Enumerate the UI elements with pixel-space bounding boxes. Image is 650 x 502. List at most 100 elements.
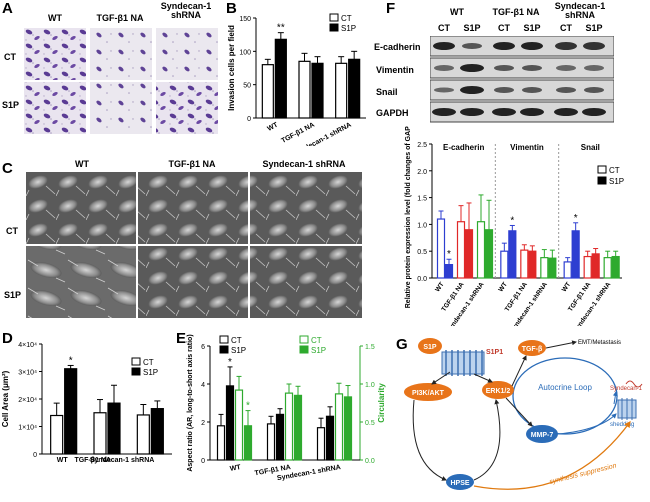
bar xyxy=(107,402,121,455)
legend-label: CT xyxy=(341,14,352,23)
bar xyxy=(274,38,287,119)
arrow-erk-mmp7 xyxy=(505,397,533,427)
blot-ecadherin xyxy=(430,36,614,57)
node-hpse xyxy=(446,474,474,490)
x-tick-label: WT xyxy=(266,121,280,133)
arrow-erk-tgfb xyxy=(511,355,527,387)
blot-label-gapdh: GAPDH xyxy=(376,108,409,118)
node-syndecan-label: Syndecan-1 xyxy=(610,386,643,392)
sem-syn-ct xyxy=(250,172,362,244)
sem-syn-s1p xyxy=(250,246,362,318)
panel-c-header-wt: WT xyxy=(75,159,89,169)
blot-gapdh xyxy=(430,101,614,123)
pathway-diagram: S1P S1P1 TGF-β EMT/Metastasis Autocrine … xyxy=(404,338,643,490)
panel-a-row-s1p: S1P xyxy=(2,100,20,110)
node-pi3k-label: PI3K/AKT xyxy=(412,390,445,397)
legend-label: CT xyxy=(143,358,154,367)
y-tick-label: 0 xyxy=(201,458,205,465)
bar xyxy=(136,414,150,455)
legend-swatch xyxy=(329,13,339,22)
bar xyxy=(464,229,474,279)
arrow-pi3k-hpse xyxy=(412,399,447,481)
node-emt-label: EMT/Metastasis xyxy=(578,340,621,346)
bar xyxy=(571,230,580,279)
panel-c-header-tgf: TGF-β1 NA xyxy=(168,159,216,169)
significance-mark: * xyxy=(69,355,73,366)
x-tick-label: Syndecan-1 shRNA xyxy=(90,457,155,464)
significance-mark: * xyxy=(510,215,514,226)
syndecan-receptor xyxy=(617,380,643,420)
micrograph-tgf-ct xyxy=(90,28,152,80)
blot-label-vim: Vimentin xyxy=(376,65,414,75)
node-hpse-label: HPSE xyxy=(450,480,469,487)
x-tick-label: WT xyxy=(434,281,446,293)
blot-label-ecad: E-cadherin xyxy=(374,42,421,52)
lane-label: CT xyxy=(438,23,450,33)
bar xyxy=(64,368,78,455)
group-label: E-cadherin xyxy=(443,143,484,152)
y-tick-label: 4×10⁴ xyxy=(18,342,37,349)
legend-label: S1P xyxy=(341,24,356,33)
lane-label: CT xyxy=(560,23,572,33)
legend-swatch xyxy=(131,367,141,376)
blot-label-snail: Snail xyxy=(376,87,398,97)
arrow-hpse-erk xyxy=(473,399,501,481)
panel-a-row-ct: CT xyxy=(4,52,16,62)
legend-swatch xyxy=(597,165,607,174)
panel-label-a: A xyxy=(2,0,13,17)
lane-label: S1P xyxy=(523,23,541,33)
panel-a-header-syn: Syndecan-1 shRNA xyxy=(160,1,212,20)
bar xyxy=(293,394,303,461)
node-erk-label: ERK1/2 xyxy=(486,388,511,395)
panel-c-row-s1p: S1P xyxy=(4,290,22,300)
arrow-s1p1-pi3k xyxy=(431,371,451,385)
bar xyxy=(335,62,348,119)
legend-label: S1P xyxy=(143,368,158,377)
panel-a-micrographs xyxy=(24,28,218,134)
y-tick-label: 0.0 xyxy=(417,276,427,283)
bar xyxy=(520,249,529,279)
lane-label: S1P xyxy=(463,23,481,33)
bar xyxy=(216,425,226,461)
arrow-tgfb-emt xyxy=(545,340,577,349)
panel-c-sem-images xyxy=(26,172,362,318)
significance-mark: ** xyxy=(277,23,285,34)
chart-d: 0 1×10⁴ 2×10⁴ 3×10⁴ 4×10⁴ Cell Area (μm²) * WT T… xyxy=(1,342,172,464)
bar xyxy=(563,261,572,279)
lane-label: CT xyxy=(498,23,510,33)
y-tick-label: 100 xyxy=(239,49,251,56)
panel-label-e: E xyxy=(176,330,187,347)
group-label: Snail xyxy=(581,143,600,152)
bar xyxy=(343,396,353,461)
bar xyxy=(234,389,244,461)
y-tick-label: 4 xyxy=(201,382,205,389)
y-axis-label: Relative protein expression level (fold … xyxy=(405,126,412,308)
bar xyxy=(500,250,509,279)
panel-label-g: G xyxy=(396,336,408,353)
micrograph-wt-ct xyxy=(24,28,86,80)
bar xyxy=(150,408,164,455)
bar xyxy=(311,62,324,119)
legend-label: S1P xyxy=(311,346,326,355)
y-tick-label: 1.0 xyxy=(417,222,427,229)
node-s1p-label: S1P xyxy=(423,344,437,351)
bar xyxy=(348,58,361,119)
y-tick-label: 2 xyxy=(201,420,205,427)
node-erk xyxy=(482,381,514,399)
significance-mark: * xyxy=(228,357,232,368)
bar xyxy=(334,393,344,461)
bar xyxy=(444,264,454,279)
bar xyxy=(484,229,494,279)
significance-mark: * xyxy=(246,401,250,412)
legend-swatch xyxy=(329,23,339,32)
bar xyxy=(456,221,466,279)
arrow-s1p1-erk xyxy=(473,373,493,383)
bar xyxy=(540,257,549,279)
y-tick-label: 2.5 xyxy=(417,142,427,149)
y2-tick-label: 0.0 xyxy=(365,458,375,465)
bar xyxy=(261,64,274,119)
y-tick-label: 6 xyxy=(201,344,205,351)
bar xyxy=(476,221,486,279)
y-axis-label: Invasion cells per field xyxy=(227,25,236,111)
